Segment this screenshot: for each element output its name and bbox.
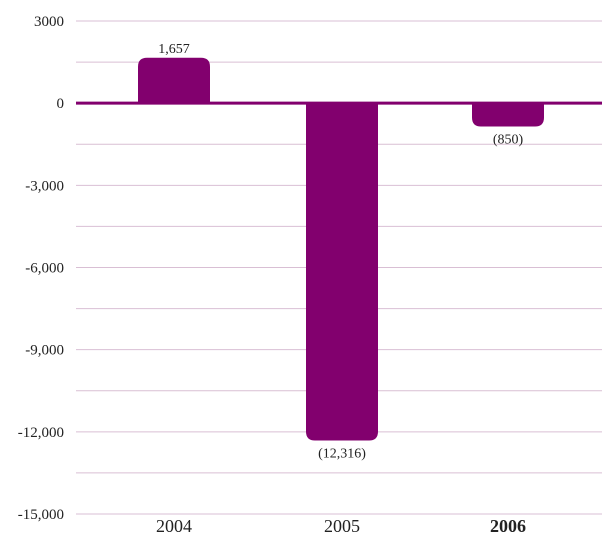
bar-2005 xyxy=(306,103,378,441)
data-labels: 1,657 (12,316) (850) xyxy=(158,42,523,462)
bar-2004 xyxy=(138,57,210,104)
y-tick-label: -12,000 xyxy=(18,425,64,441)
data-label: 1,657 xyxy=(158,42,190,57)
y-tick-label: 0 xyxy=(57,96,65,112)
y-tick-label: -3,000 xyxy=(25,178,64,194)
x-category-label: 2005 xyxy=(324,516,360,534)
data-label: (12,316) xyxy=(318,446,366,461)
data-label: (850) xyxy=(493,132,524,147)
y-tick-label: 3000 xyxy=(34,14,64,30)
x-category-label: 2004 xyxy=(156,516,192,534)
y-tick-label: -9,000 xyxy=(25,343,64,359)
bar-2006 xyxy=(472,103,544,127)
bars xyxy=(138,57,544,441)
y-tick-label: -15,000 xyxy=(18,507,64,523)
y-axis-tick-labels: 3000 0 -3,000 -6,000 -9,000 -12,000 -15,000 xyxy=(18,14,64,523)
x-axis-category-labels: 2004 2005 2006 xyxy=(156,516,526,534)
x-category-label: 2006 xyxy=(490,516,526,534)
y-tick-label: -6,000 xyxy=(25,261,64,277)
